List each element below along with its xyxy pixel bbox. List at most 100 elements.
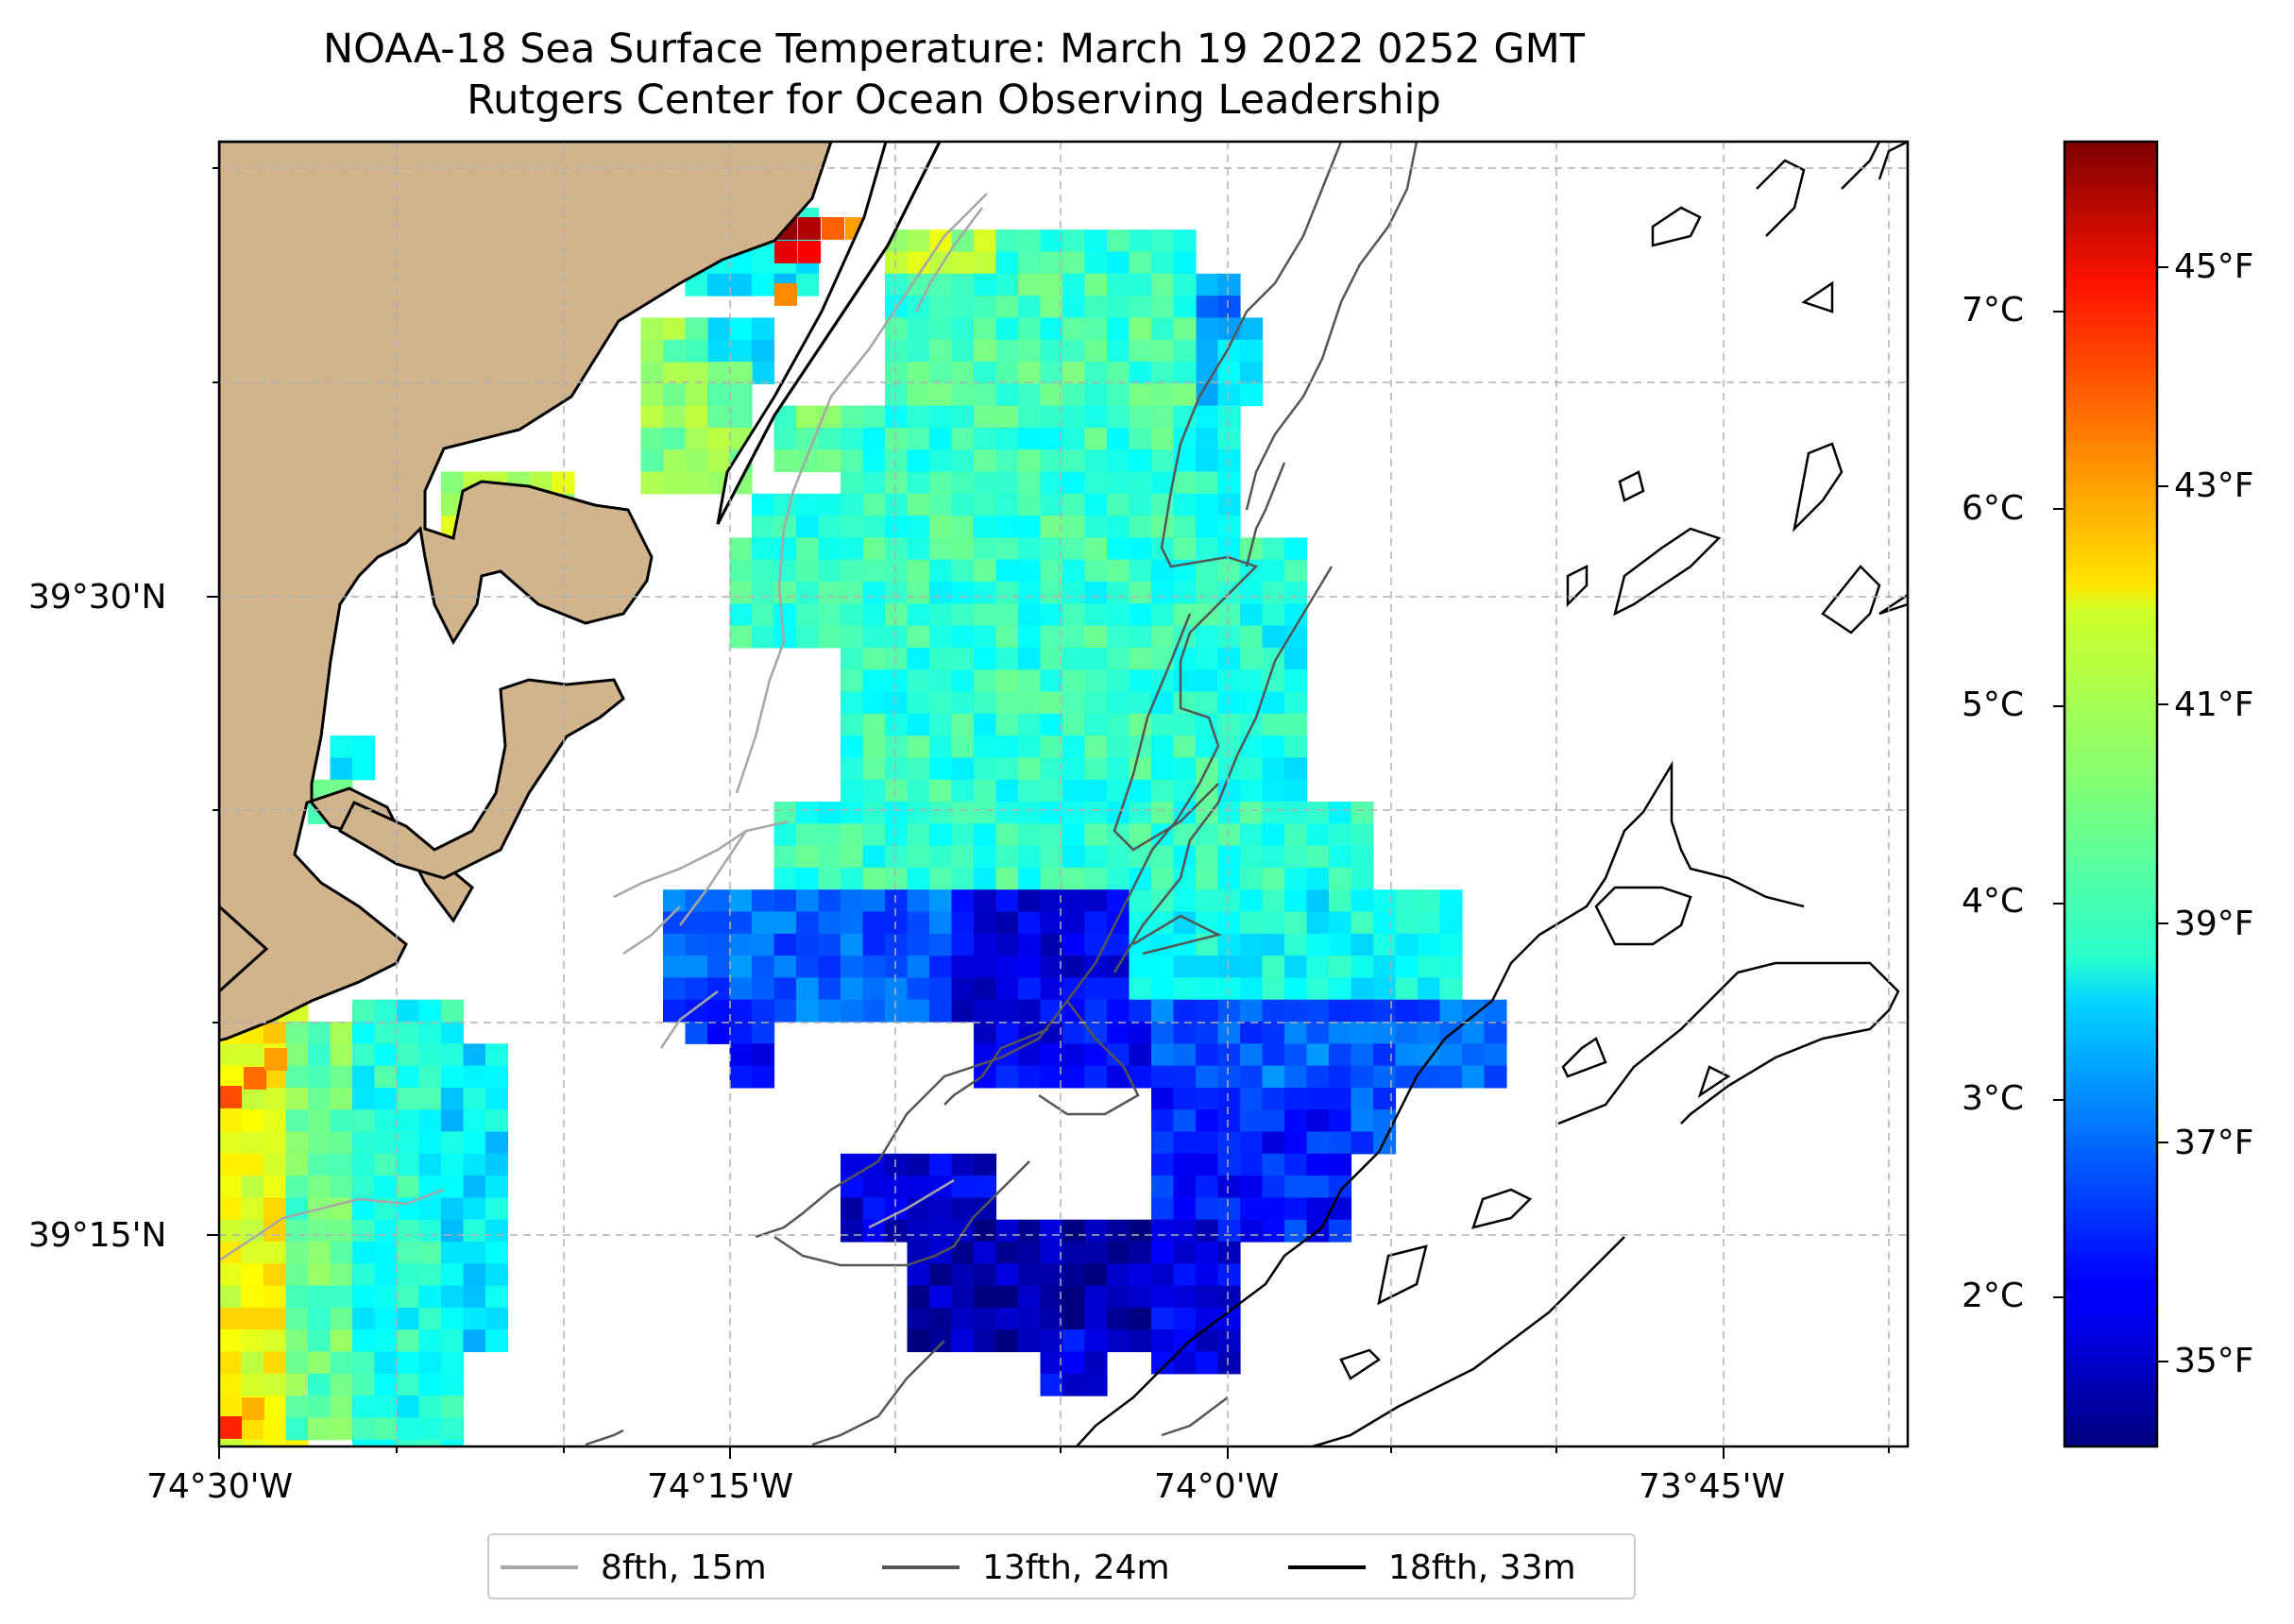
- sst-cell: [308, 1131, 331, 1155]
- sst-cell: [841, 493, 864, 516]
- sst-cell: [1062, 1065, 1086, 1089]
- sst-cell: [974, 669, 997, 693]
- sst-cell: [1084, 956, 1108, 978]
- sst-cell: [1151, 999, 1175, 1023]
- sst-cell: [1173, 1043, 1197, 1067]
- sst-cell: [1284, 1043, 1308, 1067]
- sst-cell: [352, 1351, 376, 1375]
- sst-cell: [1062, 251, 1086, 275]
- sst-cell: [1129, 296, 1152, 318]
- sst-cell: [1196, 647, 1219, 670]
- sst-cell: [951, 449, 975, 473]
- sst-cell: [1129, 582, 1152, 604]
- sst-cell: [774, 283, 798, 306]
- sst-cell: [1196, 273, 1219, 296]
- sst-cell: [929, 736, 953, 758]
- sst-cell: [796, 999, 820, 1023]
- sst-cell: [1129, 1043, 1152, 1067]
- sst-cell: [1018, 582, 1042, 604]
- sst-cell: [773, 427, 797, 450]
- bathymetry-13fth: [585, 142, 1419, 1446]
- sst-cell: [330, 1417, 353, 1441]
- sst-cell: [1262, 603, 1285, 627]
- sst-cell: [1173, 1351, 1197, 1375]
- sst-cell: [1196, 867, 1219, 890]
- sst-cell: [1418, 977, 1441, 1001]
- sst-cell: [1062, 713, 1086, 736]
- sst-cell: [707, 933, 731, 956]
- sst-cell: [219, 1373, 243, 1396]
- sst-cell: [1373, 889, 1397, 913]
- sst-cell: [308, 1219, 331, 1243]
- sst-cell: [1129, 889, 1152, 913]
- colorbar-celsius-label: 5°C: [1962, 685, 2025, 724]
- sst-cell: [951, 757, 975, 781]
- sst-cell: [463, 1131, 486, 1155]
- sst-cell: [796, 603, 820, 627]
- sst-cell: [841, 802, 864, 824]
- sst-cell: [885, 1197, 909, 1221]
- sst-cell: [1329, 1219, 1352, 1243]
- sst-cell: [951, 1242, 975, 1264]
- sst-cell: [841, 625, 864, 649]
- sst-cell: [397, 999, 420, 1023]
- sst-cell: [418, 1109, 442, 1133]
- sst-cell: [951, 669, 975, 693]
- sst-cell: [330, 1176, 353, 1198]
- sst-cell: [1395, 956, 1419, 978]
- sst-cell: [1040, 889, 1063, 913]
- sst-cell: [1306, 999, 1330, 1023]
- sst-cell: [1107, 933, 1130, 956]
- sst-cell: [374, 1351, 398, 1375]
- sst-cell: [1262, 889, 1285, 913]
- sst-cell: [1217, 383, 1241, 407]
- sst-cell: [263, 1153, 287, 1176]
- sst-cell: [1084, 449, 1108, 473]
- sst-cell: [1240, 1131, 1264, 1155]
- sst-cell: [1107, 317, 1130, 341]
- sst-cell: [1373, 999, 1397, 1023]
- sst-cell: [752, 1043, 775, 1067]
- sst-cell: [374, 1285, 398, 1309]
- sst-cell: [796, 582, 820, 604]
- sst-cell: [1262, 1022, 1285, 1044]
- sst-cell: [1262, 669, 1285, 693]
- sst-cell: [1240, 845, 1264, 869]
- sst-cell: [241, 1329, 264, 1353]
- sst-cell: [308, 1087, 331, 1110]
- sst-cell: [441, 1109, 465, 1133]
- sst-cell: [1084, 1242, 1108, 1264]
- sst-cell: [929, 956, 953, 978]
- sst-cell: [1129, 603, 1152, 627]
- sst-cell: [418, 1219, 442, 1243]
- sst-cell: [241, 1263, 264, 1287]
- sst-cell: [1217, 1176, 1241, 1198]
- sst-cell: [1240, 867, 1264, 890]
- sst-cell: [1040, 713, 1063, 736]
- sst-cell: [885, 757, 909, 781]
- sst-cell: [1262, 956, 1285, 978]
- sst-cell: [1062, 757, 1086, 781]
- sst-cell: [1329, 1022, 1352, 1044]
- sst-cell: [1173, 383, 1197, 407]
- sst-cell: [441, 1417, 465, 1441]
- sst-cell: [1240, 823, 1264, 847]
- sst-cell: [995, 956, 1019, 978]
- sst-cell: [441, 1131, 465, 1155]
- sst-cell: [1373, 1022, 1397, 1044]
- sst-cell: [951, 977, 975, 1001]
- sst-cell: [841, 1197, 864, 1221]
- sst-cell: [1240, 647, 1264, 670]
- sst-cell: [885, 1153, 909, 1176]
- sst-cell: [1107, 229, 1130, 253]
- sst-cell: [995, 779, 1019, 803]
- sst-cell: [241, 1197, 264, 1221]
- sst-cell: [1040, 867, 1063, 890]
- sst-cell: [1040, 362, 1063, 384]
- sst-cell: [1217, 911, 1241, 935]
- sst-cell: [219, 1065, 243, 1089]
- sst-cell: [818, 537, 841, 561]
- sst-cell: [1240, 757, 1264, 781]
- sst-cell: [929, 603, 953, 627]
- sst-cell: [441, 1197, 465, 1221]
